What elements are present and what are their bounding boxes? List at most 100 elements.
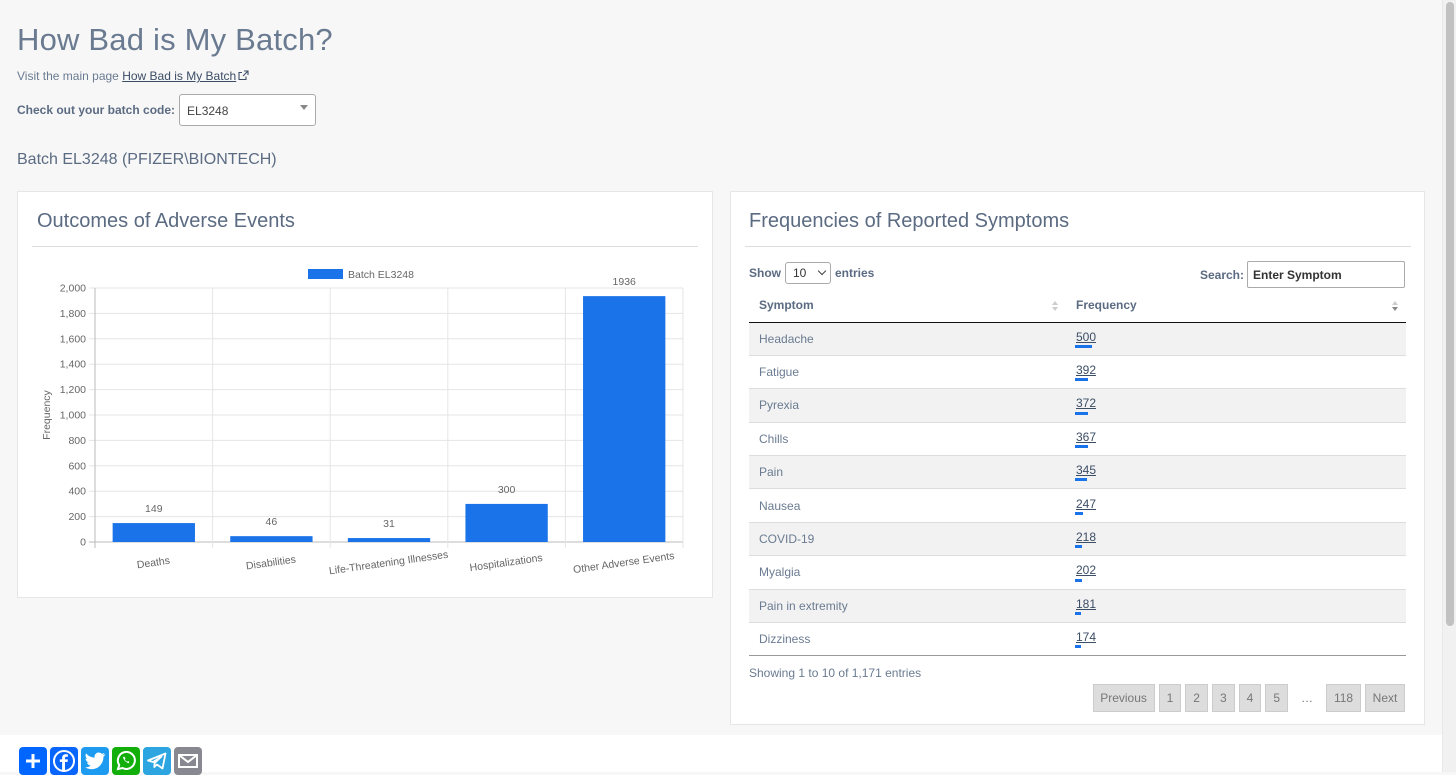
previous-page-button[interactable]: Previous bbox=[1092, 684, 1155, 712]
add-share-icon[interactable] bbox=[19, 747, 47, 775]
frequency-value: 218 bbox=[1076, 530, 1097, 545]
y-tick-label: 1,600 bbox=[60, 333, 86, 345]
symptom-cell: Pyrexia bbox=[749, 388, 1066, 423]
y-tick-label: 800 bbox=[68, 435, 86, 447]
frequency-cell: 202 bbox=[1066, 555, 1406, 590]
share-bar bbox=[0, 735, 1442, 775]
frequency-bar bbox=[1075, 578, 1082, 582]
symptom-cell: Dizziness bbox=[749, 622, 1066, 657]
pagination-ellipsis: … bbox=[1301, 691, 1313, 705]
frequency-value: 392 bbox=[1076, 363, 1097, 378]
frequency-cell: 218 bbox=[1066, 521, 1406, 556]
frequency-cell: 500 bbox=[1066, 321, 1406, 356]
page-length-control: Show 10 entries bbox=[749, 262, 874, 284]
legend-swatch bbox=[308, 269, 343, 279]
frequency-cell: 174 bbox=[1066, 622, 1406, 657]
y-tick-label: 600 bbox=[68, 460, 86, 472]
batch-code-select[interactable]: EL3248 bbox=[179, 94, 317, 126]
page-button-last[interactable]: 118 bbox=[1326, 684, 1361, 712]
frequency-cell: 392 bbox=[1066, 354, 1406, 389]
frequency-value: 202 bbox=[1076, 563, 1097, 578]
y-tick-label: 1,800 bbox=[60, 308, 86, 320]
page-button-1[interactable]: 1 bbox=[1158, 684, 1182, 712]
frequency-bar bbox=[1075, 445, 1088, 449]
page-button-4[interactable]: 4 bbox=[1238, 684, 1262, 712]
bar-data-label: 46 bbox=[266, 516, 278, 528]
batch-heading: Batch EL3248 (PFIZER\BIONTECH) bbox=[17, 151, 277, 168]
frequency-bar bbox=[1075, 478, 1087, 482]
table-row: COVID-19 218 bbox=[749, 521, 1406, 556]
page-length-select[interactable]: 10 bbox=[785, 262, 831, 284]
table-row: Chills 367 bbox=[749, 421, 1406, 456]
frequency-cell: 372 bbox=[1066, 388, 1406, 423]
bar-hospitalizations bbox=[465, 503, 548, 542]
symptom-cell: Pain in extremity bbox=[749, 588, 1066, 623]
frequency-cell: 181 bbox=[1066, 588, 1406, 623]
caret-down-icon[interactable] bbox=[300, 105, 309, 110]
symptom-cell: Headache bbox=[749, 321, 1066, 356]
symptom-cell: Nausea bbox=[749, 488, 1066, 523]
page-button-3[interactable]: 3 bbox=[1211, 684, 1235, 712]
y-tick-label: 0 bbox=[80, 537, 86, 549]
x-tick-label: Disabilities bbox=[245, 554, 296, 573]
symptom-header-label[interactable]: Symptom bbox=[759, 298, 814, 313]
symptoms-table-body: Headache 500 Fatigue 392 Pyrexia 372 Chills 367… bbox=[749, 321, 1406, 657]
pagination: Previous 1 2 3 4 5 … 118 Next bbox=[1092, 684, 1405, 712]
email-icon[interactable] bbox=[174, 747, 202, 775]
search-control: Search: bbox=[1200, 261, 1405, 288]
frequency-value: 174 bbox=[1076, 630, 1097, 645]
scrollbar-thumb[interactable] bbox=[1446, 2, 1454, 626]
x-tick-label: Deaths bbox=[136, 555, 171, 572]
bar-data-label: 1936 bbox=[613, 276, 637, 288]
frequency-header-label[interactable]: Frequency bbox=[1076, 298, 1137, 313]
frequency-value: 181 bbox=[1076, 596, 1097, 611]
frequency-bar bbox=[1075, 645, 1081, 649]
symptom-column-header[interactable]: Symptom bbox=[749, 289, 1066, 323]
y-tick-label: 400 bbox=[68, 486, 86, 498]
bar-data-label: 149 bbox=[145, 503, 163, 515]
twitter-icon[interactable] bbox=[81, 747, 109, 775]
page-length-value[interactable]: 10 bbox=[793, 266, 807, 280]
y-axis-label: Frequency bbox=[41, 389, 53, 439]
main-page-link[interactable]: How Bad is My Batch bbox=[122, 69, 236, 83]
bar-deaths bbox=[112, 523, 195, 542]
frequency-column-header[interactable]: Frequency bbox=[1066, 289, 1406, 323]
sort-both-icon[interactable] bbox=[1052, 300, 1058, 312]
bar-disabilities bbox=[230, 536, 313, 542]
chevron-down-icon[interactable] bbox=[817, 266, 827, 276]
symptoms-divider bbox=[745, 246, 1411, 247]
frequency-bar bbox=[1075, 344, 1092, 348]
page-button-2[interactable]: 2 bbox=[1185, 684, 1208, 712]
next-page-button[interactable]: Next bbox=[1365, 684, 1405, 712]
whatsapp-icon[interactable] bbox=[112, 747, 140, 775]
frequency-cell: 247 bbox=[1066, 488, 1406, 523]
batch-code-value[interactable]: EL3248 bbox=[187, 104, 229, 118]
batch-select-row: Check out your batch code: EL3248 bbox=[17, 94, 317, 126]
table-row: Pyrexia 372 bbox=[749, 388, 1406, 423]
frequency-value: 367 bbox=[1076, 429, 1097, 444]
table-row: Pain in extremity 181 bbox=[749, 588, 1406, 623]
legend-label: Batch EL3248 bbox=[348, 269, 414, 281]
sort-desc-icon[interactable] bbox=[1392, 300, 1398, 312]
y-tick-label: 1,200 bbox=[60, 384, 86, 396]
external-link-icon[interactable] bbox=[238, 70, 249, 84]
bar-other-adverse-events bbox=[583, 296, 666, 542]
table-row: Dizziness 174 bbox=[749, 622, 1406, 657]
table-row: Nausea 247 bbox=[749, 488, 1406, 523]
telegram-icon[interactable] bbox=[143, 747, 171, 775]
search-label: Search: bbox=[1199, 267, 1244, 282]
frequency-cell: 345 bbox=[1066, 455, 1406, 489]
page-button-5[interactable]: 5 bbox=[1265, 684, 1288, 712]
symptom-cell: Myalgia bbox=[749, 555, 1066, 590]
frequency-value: 372 bbox=[1076, 396, 1097, 411]
outcomes-chart: 0 200 400 600 800 1,000 1,200 1,400 1,600 1,800 2,… bbox=[41, 269, 684, 577]
table-row: Headache 500 bbox=[749, 321, 1406, 356]
frequency-bar bbox=[1075, 511, 1084, 515]
symptoms-title: Frequencies of Reported Symptoms bbox=[749, 210, 1070, 232]
main-page-link-text[interactable]: How Bad is My Batch bbox=[122, 69, 237, 83]
page-scrollbar[interactable] bbox=[1442, 0, 1456, 772]
symptom-search-input[interactable] bbox=[1247, 261, 1405, 288]
facebook-icon[interactable] bbox=[50, 747, 78, 775]
frequency-bar bbox=[1075, 545, 1083, 549]
